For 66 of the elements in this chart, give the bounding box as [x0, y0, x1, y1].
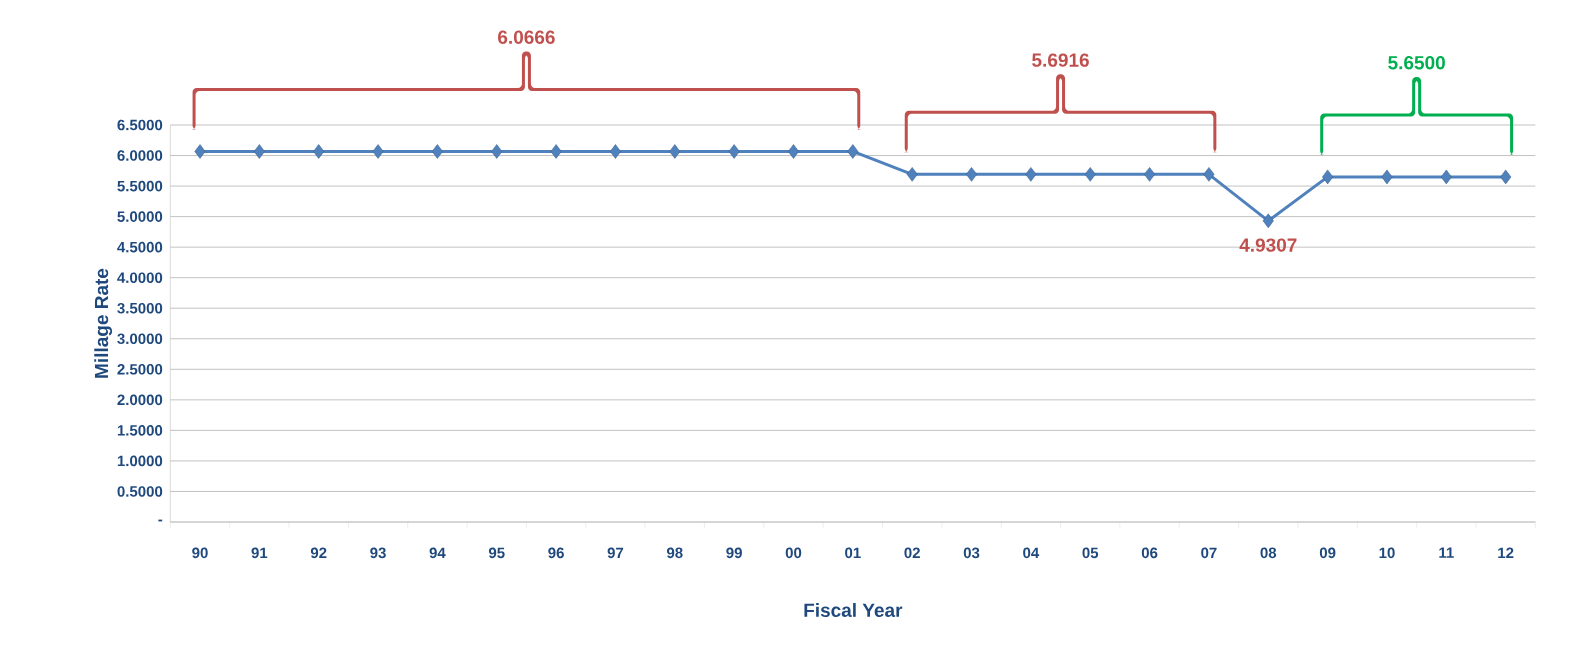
x-tick-label: 90 — [192, 547, 208, 559]
x-tick-label: 10 — [1379, 547, 1395, 559]
x-tick-label: 08 — [1260, 547, 1277, 559]
point — [787, 144, 799, 159]
x-axis-title: Fiscal Year — [804, 603, 903, 617]
x-tick-label: 11 — [1439, 547, 1454, 558]
text: 5.6916 — [1032, 53, 1089, 67]
y-tick-label: 2.0000 — [117, 394, 163, 406]
x-tick-label: 09 — [1319, 547, 1336, 559]
y-tick-label: 5.5000 — [117, 180, 163, 192]
point — [1440, 169, 1452, 185]
point — [491, 144, 503, 159]
x-tick-label: 93 — [370, 547, 386, 559]
y-tick-label: 4.5000 — [117, 241, 163, 253]
y-tick-label: 3.5000 — [117, 302, 163, 314]
x-tick-label: 00 — [785, 547, 802, 559]
point — [609, 144, 621, 159]
x-tick-label: 91 — [251, 547, 268, 559]
x-tick-label: 02 — [904, 547, 920, 559]
y-tick-label: 5.0000 — [117, 211, 163, 222]
point — [1381, 169, 1393, 185]
x-tick-label: 97 — [607, 547, 624, 559]
y-tick-label: 3.0000 — [117, 333, 163, 345]
y-tick-label: 4.0000 — [117, 272, 163, 283]
point — [194, 144, 206, 159]
point — [1084, 167, 1096, 182]
y-axis-title: Millage Rate — [94, 268, 113, 378]
x-tick-label: 01 — [845, 547, 861, 559]
x-tick-label: 12 — [1498, 547, 1514, 559]
point — [253, 144, 265, 159]
x-tick-label: 98 — [666, 547, 683, 559]
x-tick-label: 95 — [488, 547, 505, 559]
x-tick-label: 07 — [1201, 547, 1217, 559]
y-tick-label: 1.0000 — [117, 455, 163, 467]
point — [1203, 167, 1215, 182]
point — [431, 144, 443, 159]
y-tick-label: 2.5000 — [117, 363, 163, 375]
point — [372, 144, 384, 159]
x-tick-label: 03 — [963, 547, 980, 559]
x-tick-label: 99 — [726, 547, 742, 559]
point — [550, 144, 562, 159]
point — [1144, 167, 1156, 182]
y-tick-label: 6.0000 — [117, 150, 163, 161]
x-tick-label: 96 — [548, 547, 564, 559]
point — [728, 144, 740, 159]
text: 6.0666 — [498, 30, 555, 44]
y-tick-label: 0.5000 — [117, 486, 163, 497]
point — [1262, 213, 1274, 229]
x-tick-label: 92 — [310, 547, 327, 559]
x-tick-label: 06 — [1141, 547, 1158, 559]
y-tick-label: 6.5000 — [117, 119, 163, 131]
point — [1500, 169, 1512, 185]
point — [1322, 169, 1334, 185]
y-tick-label: 1.5000 — [117, 425, 163, 436]
x-tick-label: 04 — [1023, 547, 1040, 559]
x-tick-label: 05 — [1082, 547, 1099, 559]
text: 5.6500 — [1388, 55, 1445, 70]
point — [847, 144, 859, 159]
point — [1025, 167, 1037, 182]
point — [313, 144, 325, 159]
point — [966, 167, 978, 182]
y-tick-label: - — [158, 519, 163, 522]
x-tick-label: 94 — [429, 547, 446, 559]
point — [669, 144, 681, 159]
annotation: 4.9307 — [1239, 238, 1297, 252]
point — [906, 167, 918, 182]
